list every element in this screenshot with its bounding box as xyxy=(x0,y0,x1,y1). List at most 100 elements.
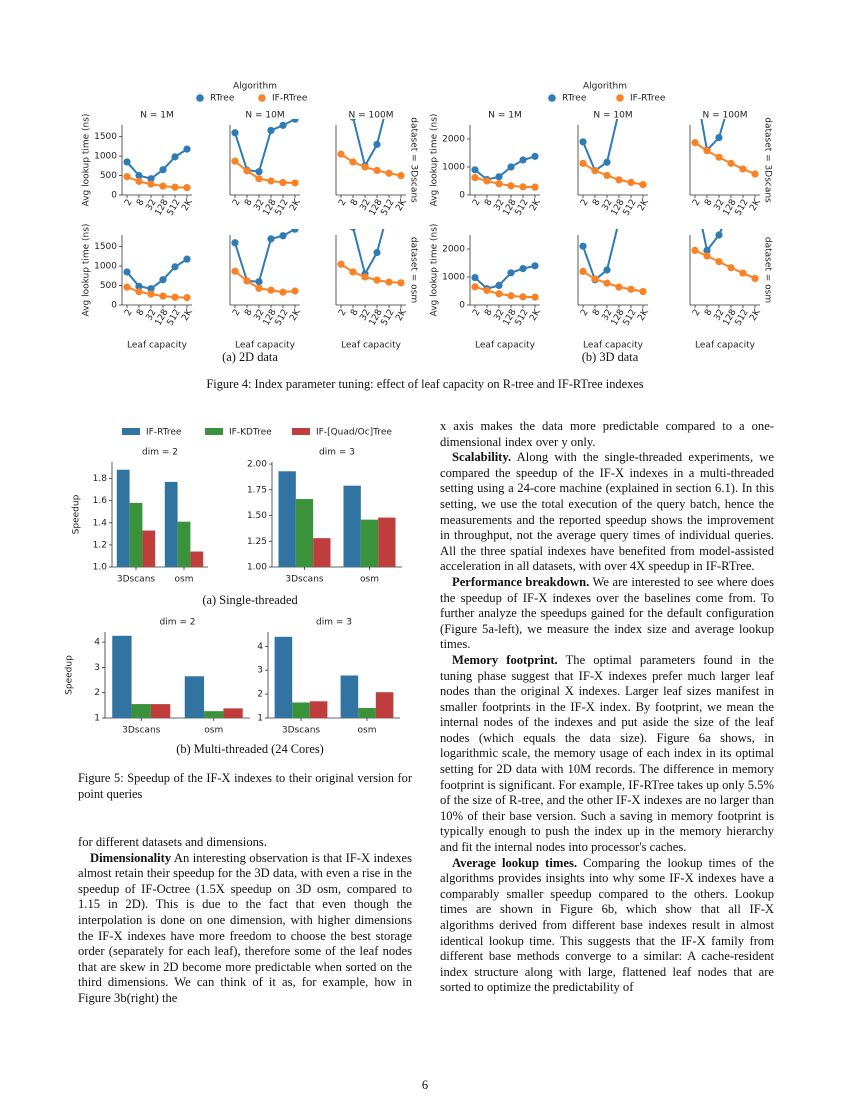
y-tick-label: 2.00 xyxy=(247,460,267,470)
y-tick-label: 1.6 xyxy=(93,496,108,506)
point xyxy=(255,284,263,292)
point xyxy=(255,278,263,286)
point xyxy=(397,279,405,287)
bar xyxy=(343,485,361,567)
point xyxy=(727,93,734,100)
x-tick-label: 2K xyxy=(288,197,303,213)
point xyxy=(159,166,167,174)
bar xyxy=(112,635,132,718)
point xyxy=(751,170,759,178)
point xyxy=(159,182,167,190)
point xyxy=(291,287,299,295)
x-tick-label: osm xyxy=(204,726,223,736)
point xyxy=(231,129,239,137)
point xyxy=(171,263,179,271)
bar xyxy=(292,702,310,718)
lead: Performance breakdown. xyxy=(452,574,590,589)
bar xyxy=(358,707,376,718)
point xyxy=(171,293,179,301)
legend-swatch xyxy=(122,428,140,435)
y-axis-label: Avg lookup time (ns) xyxy=(82,224,92,317)
y-tick-label: 1 xyxy=(257,714,263,724)
x-axis-label: Leaf capacity xyxy=(341,341,402,351)
y-tick-label: 1.8 xyxy=(93,474,108,484)
x-tick-label: 8 xyxy=(703,198,715,208)
y-axis-label: Avg lookup time (ns) xyxy=(430,224,440,317)
point xyxy=(123,158,131,166)
x-tick-label: 2K xyxy=(748,307,763,323)
point xyxy=(255,175,263,183)
point xyxy=(385,94,392,101)
y-tick-label: 1000 xyxy=(442,273,465,283)
point xyxy=(739,165,747,173)
point xyxy=(531,152,539,160)
point xyxy=(385,278,393,286)
point xyxy=(373,248,381,257)
point xyxy=(373,140,381,149)
x-tick-label: 2K xyxy=(528,197,543,213)
point xyxy=(715,258,723,266)
point xyxy=(483,286,491,295)
x-tick-label: 32 xyxy=(600,198,614,213)
point xyxy=(703,252,711,260)
point xyxy=(739,51,746,58)
y-tick-label: 1.75 xyxy=(247,485,267,495)
bar xyxy=(190,551,204,567)
point xyxy=(519,293,527,301)
subcaption: (b) 3D data xyxy=(581,350,639,364)
y-tick-label: 1 xyxy=(94,714,100,724)
point xyxy=(373,276,381,284)
point xyxy=(603,279,611,287)
point xyxy=(495,173,503,181)
point xyxy=(495,180,503,188)
y-tick-label: 1000 xyxy=(442,163,465,173)
point xyxy=(279,178,287,187)
bar xyxy=(375,692,394,718)
point xyxy=(171,183,179,191)
lead: Scalability. xyxy=(452,450,512,465)
point xyxy=(579,267,587,275)
point xyxy=(279,121,287,129)
bar xyxy=(164,481,178,567)
page-number: 6 xyxy=(421,1078,429,1092)
y-tick-label: 1500 xyxy=(94,132,117,142)
point xyxy=(279,288,287,296)
point xyxy=(739,269,747,277)
x-tick-label: 32 xyxy=(358,308,372,323)
bar xyxy=(204,711,224,718)
series-line xyxy=(701,229,723,253)
point xyxy=(603,266,611,274)
x-tick-label: osm xyxy=(360,575,379,585)
point xyxy=(495,281,503,289)
point xyxy=(531,183,539,191)
point xyxy=(691,139,699,147)
paragraph: x axis makes the data more predictable c… xyxy=(440,419,774,450)
point xyxy=(507,292,515,300)
x-tick-label: 32 xyxy=(712,308,726,323)
x-tick-label: 8 xyxy=(349,198,361,208)
y-tick-label: 4 xyxy=(94,638,100,648)
point xyxy=(337,150,345,158)
plot-title: N = 10M xyxy=(245,111,284,121)
lead: Dimensionality xyxy=(90,850,172,865)
bar xyxy=(378,517,396,567)
point xyxy=(519,265,527,273)
bar xyxy=(223,708,243,718)
x-tick-label: 2 xyxy=(691,308,703,318)
point xyxy=(267,177,275,185)
x-tick-label: 2 xyxy=(123,308,135,318)
x-tick-label: 32 xyxy=(492,308,506,323)
x-tick-label: 8 xyxy=(243,308,255,318)
point xyxy=(361,273,369,281)
x-axis-label: Leaf capacity xyxy=(583,341,644,351)
x-tick-label: 2K xyxy=(180,197,195,213)
point xyxy=(691,246,699,254)
x-tick-label: 8 xyxy=(135,198,147,208)
text: We are interested to see where does the … xyxy=(440,574,775,652)
point xyxy=(183,294,191,302)
right-column: x axis makes the data more predictable c… xyxy=(440,419,774,996)
point xyxy=(147,175,155,183)
x-tick-label: 8 xyxy=(483,198,495,208)
x-tick-label: 32 xyxy=(252,198,266,213)
subcaption: (a) 2D data xyxy=(222,350,278,364)
